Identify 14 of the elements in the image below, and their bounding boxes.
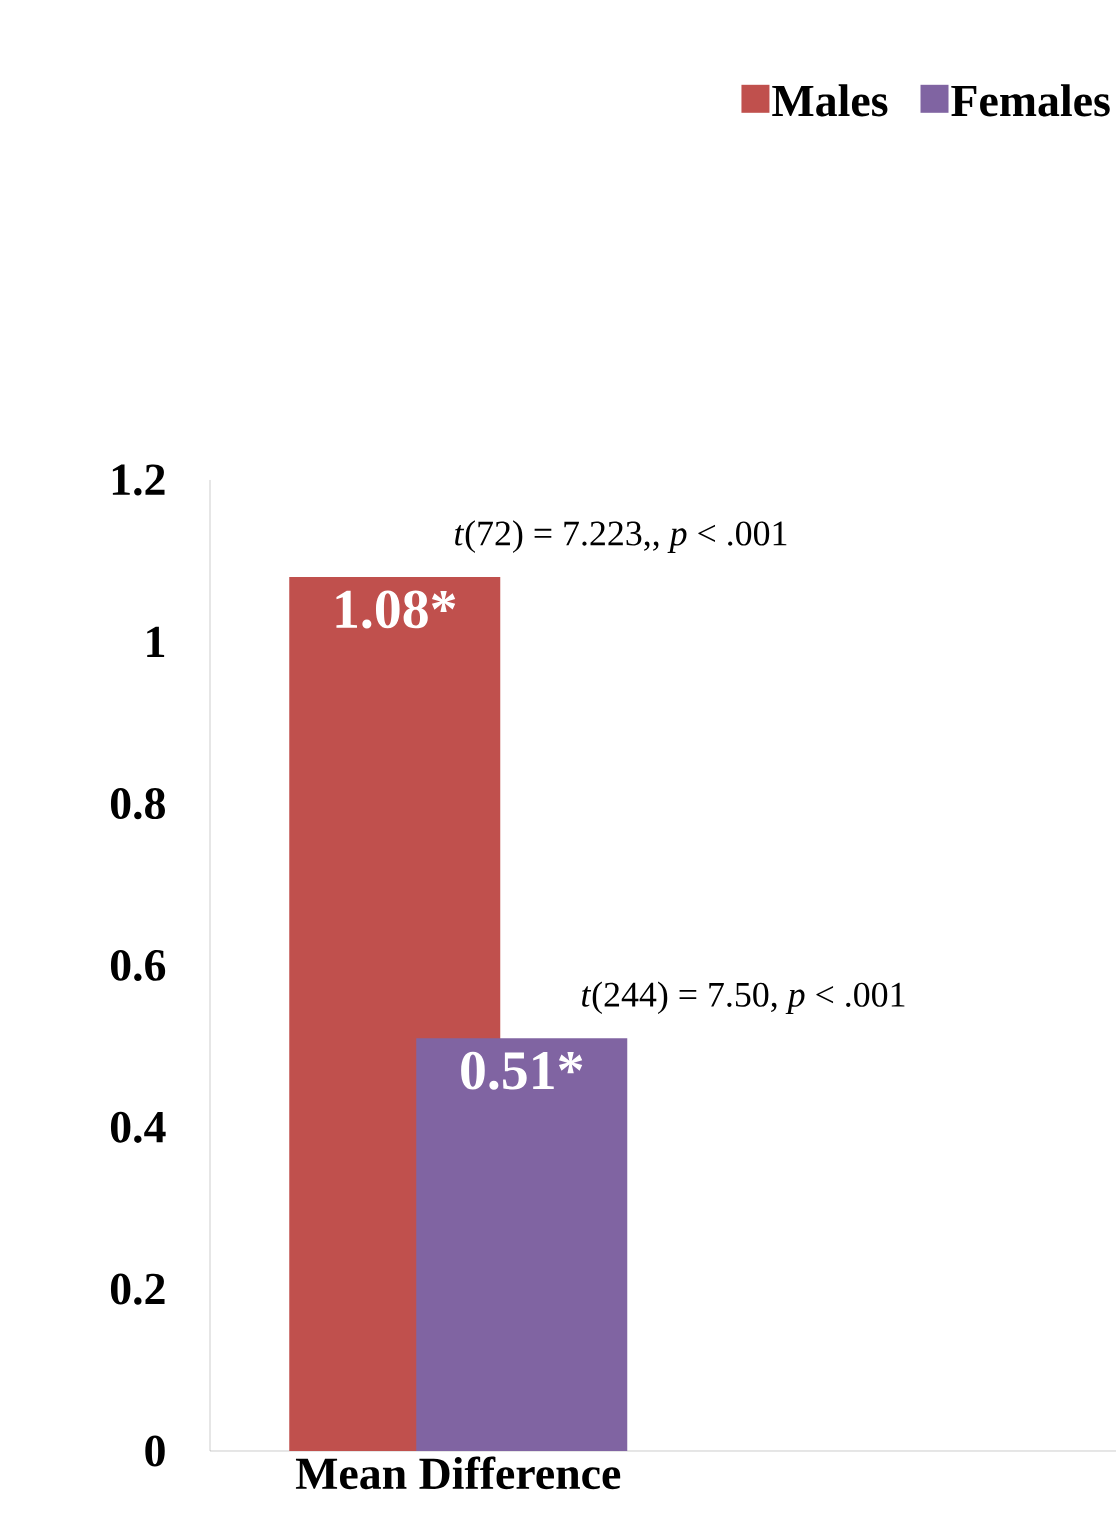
legend-label: Males (772, 84, 888, 117)
y-tick-label: 0.8 (110, 788, 165, 820)
y-tick-label: 1 (147, 626, 165, 657)
legend-label: Females (951, 84, 1110, 117)
y-tick-label: 1.2 (112, 464, 165, 496)
annotation: t(72) = 7.223,, p < .001 (455, 520, 787, 553)
y-tick-label: 0.6 (110, 949, 166, 982)
data-label: 1.08* (336, 590, 456, 629)
x-tick-label: Mean Difference (295, 1456, 621, 1490)
data-label: 0.51* (461, 1051, 583, 1090)
text: t(244) = 7.50, p < .001 (582, 981, 905, 1015)
y-tick-label: 0 (145, 1435, 165, 1467)
y-tick-label: 0.4 (110, 1111, 166, 1143)
y-tick-label: 0.2 (110, 1273, 165, 1305)
